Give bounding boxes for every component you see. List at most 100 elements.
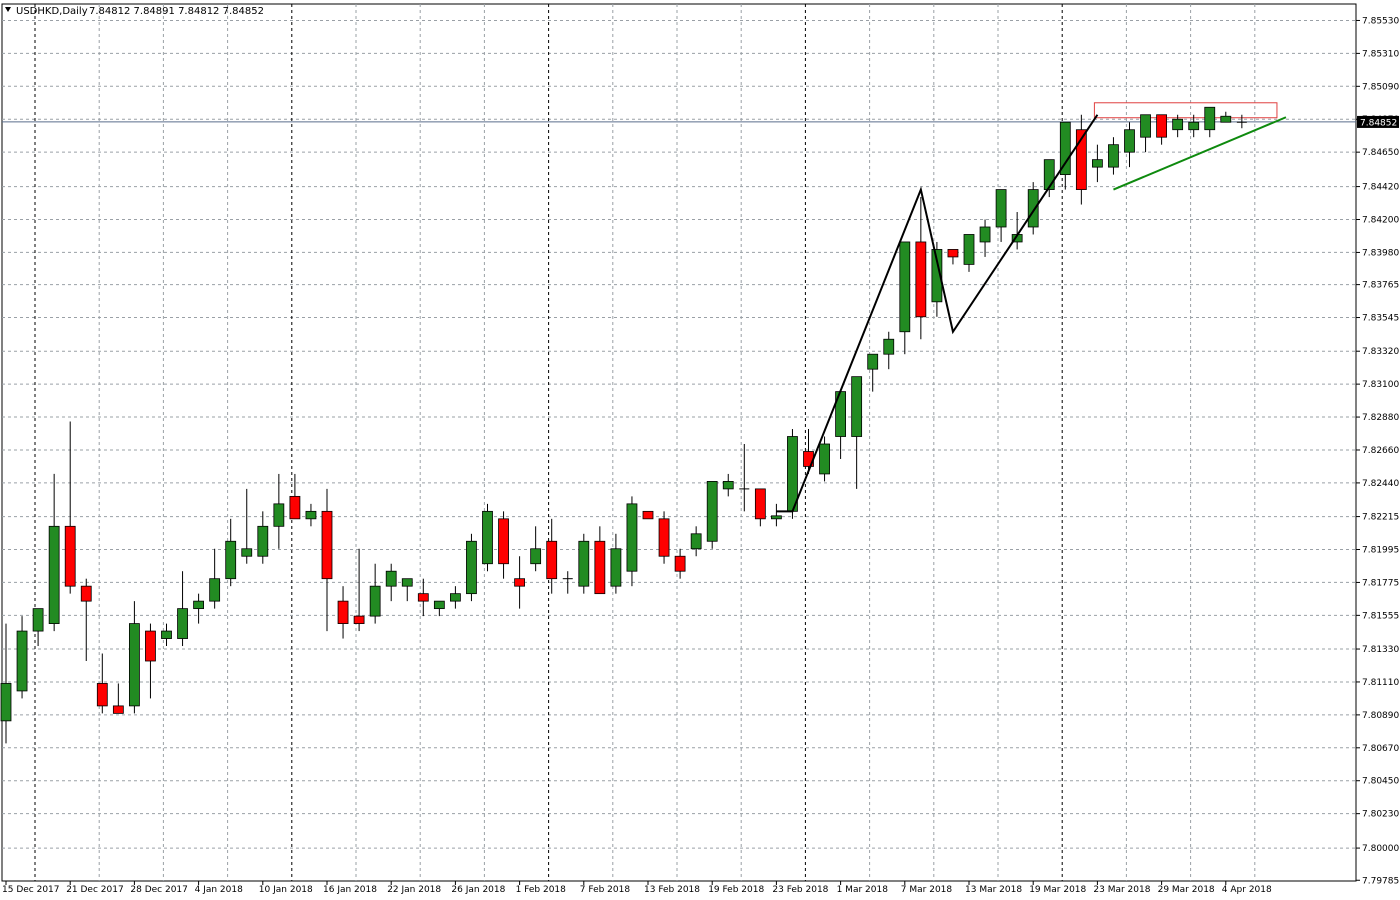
candle-body-bear [1156,114,1167,138]
time-tick-label: 7 Mar 2018 [901,885,953,895]
candle-body-bull [899,241,911,333]
candle-body-bull [722,481,734,490]
price-tick-label: 7.80670 [1362,744,1399,754]
candle-body-bull [385,570,397,587]
candle-body-bull [225,540,237,580]
price-tick-label: 7.83765 [1362,281,1399,291]
time-tick-label: 13 Mar 2018 [965,885,1022,895]
candle-body-bear [112,705,124,714]
candle-body-bull [626,503,638,572]
time-tick-label: 1 Mar 2018 [837,885,889,895]
price-tick-label: 7.82660 [1362,446,1399,456]
candle-body-bull [466,540,477,595]
price-tick-label: 7.83320 [1362,347,1399,357]
price-tick-label: 7.82880 [1362,413,1399,423]
dropdown-triangle-icon[interactable] [5,7,11,12]
candle-body-bull [819,443,830,475]
time-tick-label: 1 Feb 2018 [516,885,567,895]
candle-body-bull [530,548,542,565]
ohlc-readout: 7.84812 7.84891 7.84812 7.84852 [89,6,264,17]
candle-body-bear [64,525,76,587]
candle-body-bear [353,615,365,624]
time-tick-label: 16 Jan 2018 [323,885,377,895]
time-tick-label: 19 Feb 2018 [708,885,764,895]
candle-body-bull [883,338,895,355]
candle-body-bull [482,510,493,565]
candle-body-bull [578,540,590,587]
candle-body-bull [610,548,622,587]
candle-body-bear [514,578,525,587]
time-tick-label: 4 Jan 2018 [195,885,243,895]
time-tick-label: 26 Jan 2018 [451,885,505,895]
candle-body-bear [96,683,108,707]
candle-body-bear [289,495,301,520]
annotation-layer [2,102,1356,123]
candle-body-bull [1059,121,1071,176]
candle-body-bull [433,600,445,610]
price-axis[interactable]: 7.855307.853107.850907.848707.846507.844… [1356,16,1399,886]
plot-frame [1,3,1357,882]
price-tick-label: 7.83545 [1362,314,1399,324]
time-tick-label: 28 Dec 2017 [130,885,188,895]
candle-body-bull [1188,121,1200,131]
candles-layer [0,106,1247,744]
candle-body-bull [48,525,60,624]
candle-body-bull [16,630,28,692]
candle-body-bull [1027,189,1039,228]
drawing-layer [776,114,1287,513]
resistance-zone [1093,102,1278,119]
candle-body-bull [1220,115,1232,123]
candle-body-bear [658,518,670,557]
time-tick-label: 29 Mar 2018 [1158,885,1215,895]
price-tick-label: 7.80000 [1362,844,1399,854]
candle-body-bull [963,234,975,265]
time-tick-label: 10 Jan 2018 [259,885,313,895]
candle-body-bull [128,623,140,707]
candle-body-bull [1140,114,1151,138]
price-tick-label: 7.81555 [1362,611,1399,621]
candle-body-bull [0,683,12,722]
candle-body-bull [851,376,863,437]
candle-body-bull [1172,118,1184,131]
candle-body-bear [642,510,654,520]
current-price-label: 7.84852 [1360,118,1397,128]
price-tick-label: 7.80890 [1362,711,1399,721]
candle-body-bull [771,515,782,520]
candle-body-bull [979,226,991,243]
price-tick-label: 7.83980 [1362,248,1399,258]
candle-body-bull [401,578,413,587]
candle-body-bull [161,630,172,639]
time-tick-label: 23 Feb 2018 [772,885,828,895]
time-tick-label: 19 Mar 2018 [1029,885,1086,895]
candle-body-bull [273,503,285,527]
candle-body-bull [1204,106,1216,131]
candle-body-bull [995,189,1007,228]
candle-body-bear [546,540,558,580]
candle-body-bear [498,518,509,565]
candle-body-bull [32,608,44,632]
price-tick-label: 7.84420 [1362,183,1399,193]
candle-body-bear [337,600,349,624]
price-tick-label: 7.85310 [1362,49,1399,59]
price-tick-label: 7.80450 [1362,777,1399,787]
price-tick-label: 7.82440 [1362,479,1399,489]
time-axis[interactable]: 15 Dec 2017 21 Dec 2017 28 Dec 2017 4 Jan 2… [2,881,1272,895]
candle-body-bear [145,630,156,662]
candle-body-bull [241,548,253,557]
candle-body-bull [305,510,317,520]
candle-body-bear [417,593,429,602]
candle-body-bull [1124,129,1135,153]
time-tick-label: 7 Feb 2018 [580,885,631,895]
candle-body-bear [674,555,686,572]
price-tick-label: 7.80230 [1362,810,1399,820]
candle-body-bear [754,488,766,520]
price-tick-label: 7.84200 [1362,216,1399,226]
candle-body-bull [931,249,943,303]
candle-body-bull [193,600,205,610]
price-tick-label: 7.81330 [1362,645,1399,655]
price-tick-label: 7.81110 [1362,678,1399,688]
time-tick-label: 13 Feb 2018 [644,885,700,895]
time-tick-label: 23 Mar 2018 [1093,885,1150,895]
price-tick-label: 7.81995 [1362,546,1399,556]
